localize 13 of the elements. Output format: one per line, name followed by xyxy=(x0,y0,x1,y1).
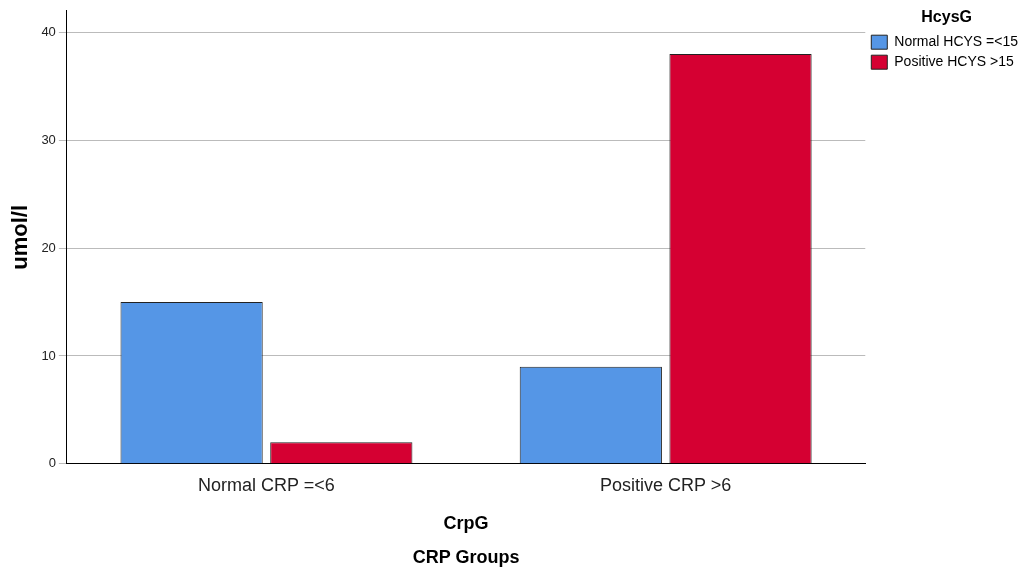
y-tick-label: 40 xyxy=(41,23,56,39)
y-tick-label: 30 xyxy=(41,131,56,147)
legend-title: HcysG xyxy=(921,8,972,26)
x-tick-label: Normal CRP =<6 xyxy=(198,474,335,495)
x-axis-title: CrpG xyxy=(443,513,489,534)
y-tick-label: 0 xyxy=(48,455,56,471)
y-axis-title: umol/l xyxy=(7,204,33,270)
text: CRP Groups xyxy=(412,546,520,567)
y-tick-label: 10 xyxy=(41,347,56,363)
x-tick-label: Positive CRP >6 xyxy=(600,474,732,495)
legend-label: Positive HCYS >15 xyxy=(894,53,1014,70)
legend-label: Normal HCYS =<15 xyxy=(894,33,1019,50)
y-tick-label: 20 xyxy=(41,239,56,255)
